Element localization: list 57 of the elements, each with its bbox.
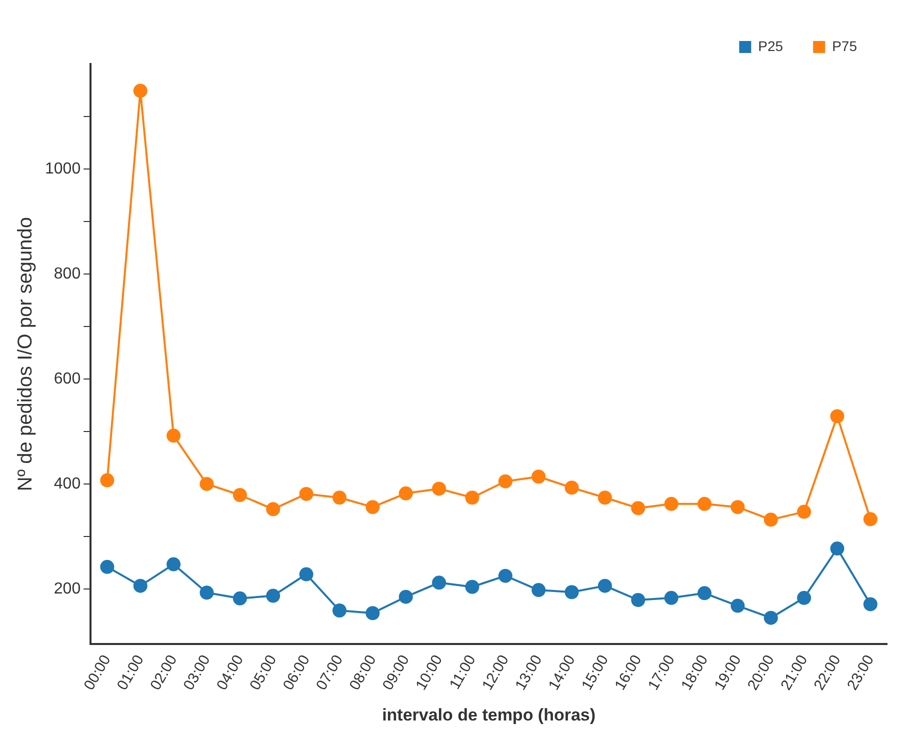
y-axis-title: Nº de pedidos I/O por segundo: [14, 216, 37, 492]
point: [266, 502, 280, 516]
point: [299, 567, 314, 582]
point: [532, 583, 546, 598]
point: [564, 480, 579, 495]
point: [764, 610, 778, 625]
y-tick-label: 1000: [45, 160, 81, 178]
point: [432, 482, 446, 496]
point: [100, 473, 114, 488]
point: [465, 580, 480, 594]
x-axis-title: intervalo de tempo (horas): [382, 705, 596, 724]
point: [299, 486, 314, 501]
point: [133, 84, 148, 98]
point: [498, 474, 512, 488]
point: [366, 606, 380, 620]
point: [664, 496, 678, 511]
point: [631, 501, 646, 516]
point: [100, 560, 114, 574]
point: [598, 578, 612, 593]
point: [465, 490, 480, 505]
point: [564, 585, 579, 600]
point: [498, 568, 512, 583]
point: [232, 591, 247, 606]
point: [598, 490, 612, 505]
legend-label: P25: [758, 38, 784, 54]
point: [398, 486, 413, 500]
point: [863, 512, 878, 526]
point: [200, 586, 214, 600]
point: [730, 598, 745, 613]
point: [166, 557, 181, 572]
point: [797, 590, 812, 605]
y-tick-label: 600: [54, 370, 81, 388]
point: [631, 592, 646, 607]
point: [432, 576, 446, 590]
point: [730, 500, 745, 514]
point: [200, 476, 214, 491]
point: [697, 496, 712, 511]
point: [133, 578, 148, 593]
y-tick-label: 400: [54, 475, 81, 492]
point: [232, 488, 247, 502]
point: [697, 586, 712, 600]
point: [332, 490, 346, 505]
point: [266, 588, 280, 603]
point: [830, 409, 844, 424]
point: [366, 500, 380, 514]
point: [332, 603, 346, 618]
point: [764, 512, 778, 527]
point: [664, 590, 678, 605]
y-tick-label: 200: [54, 580, 81, 598]
y-tick-label: 800: [54, 265, 81, 282]
point: [830, 542, 844, 556]
point: [797, 504, 812, 519]
legend-label: P75: [832, 38, 858, 54]
point: [398, 590, 413, 604]
point: [532, 470, 546, 484]
point: [863, 597, 878, 612]
point: [166, 428, 181, 443]
